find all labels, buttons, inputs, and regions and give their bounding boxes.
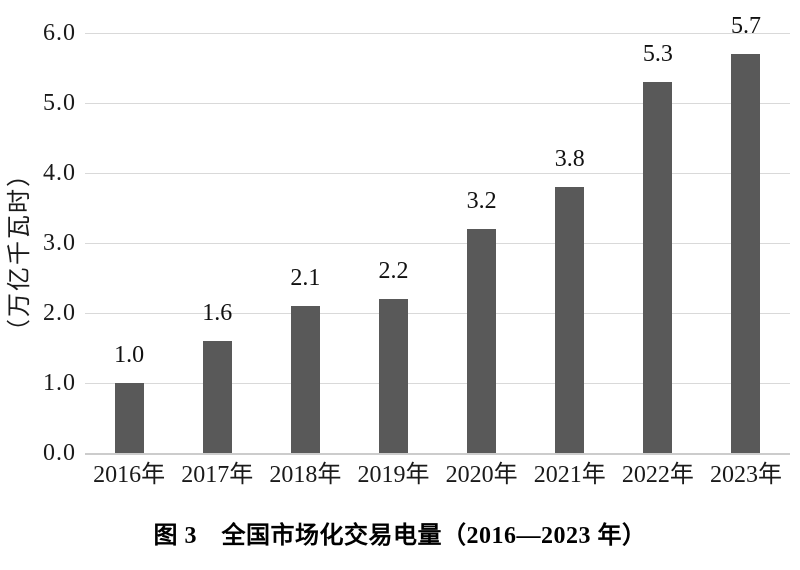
- bar-value-label: 1.6: [202, 300, 233, 326]
- y-tick-label: 4.0: [43, 160, 76, 186]
- gridline: [85, 313, 790, 314]
- gridline: [85, 33, 790, 34]
- bar-2023年: [731, 54, 761, 453]
- y-tick-label: 6.0: [43, 20, 76, 46]
- x-tick-label: 2018年: [269, 462, 342, 488]
- x-tick-label: 2022年: [621, 462, 694, 488]
- bar-2019年: [378, 299, 408, 453]
- bar-value-label: 5.3: [642, 41, 673, 67]
- gridline: [85, 243, 790, 244]
- bar-2018年: [290, 306, 320, 453]
- bar-value-label: 2.2: [378, 258, 409, 284]
- gridline: [85, 173, 790, 174]
- x-tick-label: 2016年: [93, 462, 166, 488]
- bar-value-label: 3.2: [466, 188, 497, 214]
- y-tick-label: 0.0: [43, 440, 76, 466]
- y-tick-label: 5.0: [43, 90, 76, 116]
- x-axis-line: [85, 453, 790, 455]
- x-tick-label: 2017年: [181, 462, 254, 488]
- bar-2022年: [643, 82, 673, 453]
- x-tick-label: 2023年: [709, 462, 782, 488]
- y-tick-label: 3.0: [43, 230, 76, 256]
- bar-2020年: [467, 229, 497, 453]
- gridline: [85, 103, 790, 104]
- bar-value-label: 2.1: [290, 265, 321, 291]
- x-tick-label: 2019年: [357, 462, 430, 488]
- x-tick-label: 2021年: [533, 462, 606, 488]
- bar-2016年: [114, 383, 144, 453]
- y-tick-label: 2.0: [43, 300, 76, 326]
- chart-caption: 图 3 全国市场化交易电量（2016—2023 年）: [153, 523, 647, 549]
- x-tick-label: 2020年: [445, 462, 518, 488]
- bar-chart-plot-area: （万亿千瓦时） 0.0 1.0 2.0 3.0 4.0 5.0 6.0 1.0 1.6 2.1 2…: [7, 13, 790, 488]
- y-tick-label: 1.0: [43, 370, 76, 396]
- bar-2021年: [555, 187, 585, 453]
- bar-value-label: 5.7: [730, 13, 761, 39]
- bar-value-label: 3.8: [554, 146, 585, 172]
- gridline: [85, 383, 790, 384]
- bar-value-label: 1.0: [114, 342, 145, 368]
- bar-2017年: [202, 341, 232, 453]
